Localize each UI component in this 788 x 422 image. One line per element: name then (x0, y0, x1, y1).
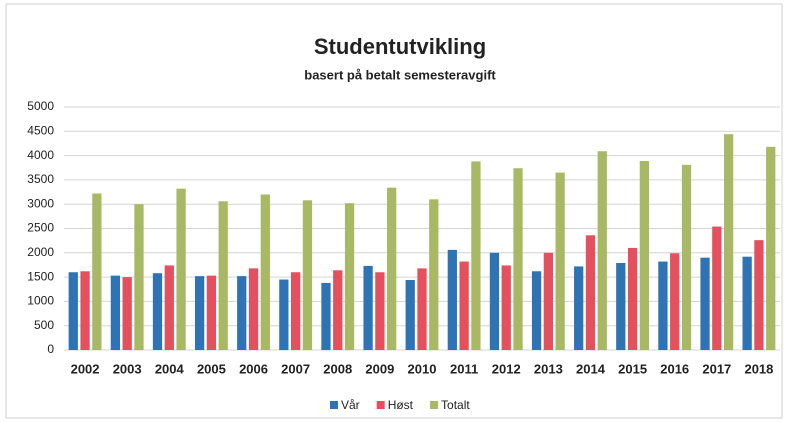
bar (110, 275, 121, 350)
chart-title: Studentutvikling (314, 34, 486, 59)
bar (152, 273, 163, 350)
x-tick-label: 2010 (408, 361, 437, 376)
bar (616, 263, 626, 350)
bar (531, 271, 542, 350)
bar (447, 249, 457, 350)
bar (291, 272, 301, 350)
bar (543, 252, 553, 350)
bar (405, 280, 415, 350)
bar (279, 279, 289, 350)
y-tick-label: 4000 (27, 148, 54, 162)
y-tick-label: 2500 (27, 221, 54, 235)
bar (712, 226, 722, 350)
y-tick-label: 4500 (27, 123, 54, 137)
y-tick-label: 1500 (27, 269, 54, 283)
bar (333, 270, 343, 350)
bar (766, 146, 776, 350)
bar (742, 256, 752, 350)
bar (555, 172, 565, 350)
bar (723, 134, 734, 350)
bar (92, 193, 102, 350)
bar (597, 151, 607, 350)
chart-subtitle: basert på betalt semesteravgift (304, 67, 496, 82)
x-tick-label: 2013 (534, 361, 563, 376)
bar (513, 168, 523, 350)
bar (387, 187, 397, 350)
y-tick-label: 5000 (27, 99, 54, 113)
legend-label: Høst (388, 398, 414, 412)
x-tick-label: 2009 (365, 361, 394, 376)
bar (639, 160, 650, 350)
bar (658, 261, 668, 350)
bar (501, 265, 511, 350)
legend-label: Vår (341, 398, 360, 412)
bar (585, 235, 596, 350)
y-tick-label: 0 (47, 342, 54, 356)
x-tick-label: 2018 (744, 361, 773, 376)
x-tick-label: 2015 (618, 361, 647, 376)
bar (627, 247, 638, 350)
bar (471, 161, 481, 350)
legend-label: Totalt (441, 398, 470, 412)
bar (574, 266, 584, 350)
y-tick-label: 3000 (27, 196, 54, 210)
x-tick-label: 2011 (450, 361, 478, 376)
bar (681, 164, 692, 350)
bar (260, 194, 270, 350)
x-tick-label: 2008 (323, 361, 352, 376)
x-tick-label: 2003 (113, 361, 142, 376)
x-tick-label: 2007 (281, 361, 310, 376)
x-tick-label: 2016 (660, 361, 689, 376)
bar (134, 204, 144, 350)
bar (218, 201, 228, 350)
bar (206, 275, 217, 350)
bar (489, 252, 500, 350)
x-tick-label: 2002 (71, 361, 100, 376)
y-tick-label: 2000 (27, 245, 54, 259)
y-tick-label: 1000 (27, 294, 54, 308)
bar (429, 199, 439, 350)
bar (754, 240, 764, 350)
bar (176, 188, 186, 350)
bar (80, 271, 90, 350)
bar (321, 282, 331, 350)
bar (363, 265, 373, 350)
bar (344, 203, 355, 350)
bar (194, 276, 205, 350)
bar (302, 200, 313, 350)
legend-swatch (430, 401, 439, 409)
bar (375, 272, 385, 350)
bar (700, 257, 710, 350)
x-tick-label: 2006 (239, 361, 268, 376)
y-tick-label: 500 (34, 318, 54, 332)
x-tick-label: 2004 (155, 361, 185, 376)
bar (670, 253, 680, 350)
x-tick-label: 2012 (492, 361, 521, 376)
y-tick-label: 3500 (27, 172, 54, 186)
legend-swatch (376, 401, 385, 409)
x-tick-label: 2017 (702, 361, 731, 376)
x-tick-label: 2014 (576, 361, 606, 376)
bar (248, 268, 259, 350)
bar (417, 268, 427, 350)
bar (459, 261, 469, 350)
legend-swatch (330, 401, 338, 409)
x-tick-label: 2005 (197, 361, 226, 376)
bar (237, 276, 247, 350)
bar (122, 277, 132, 350)
bar (68, 272, 78, 350)
bar (164, 265, 174, 350)
